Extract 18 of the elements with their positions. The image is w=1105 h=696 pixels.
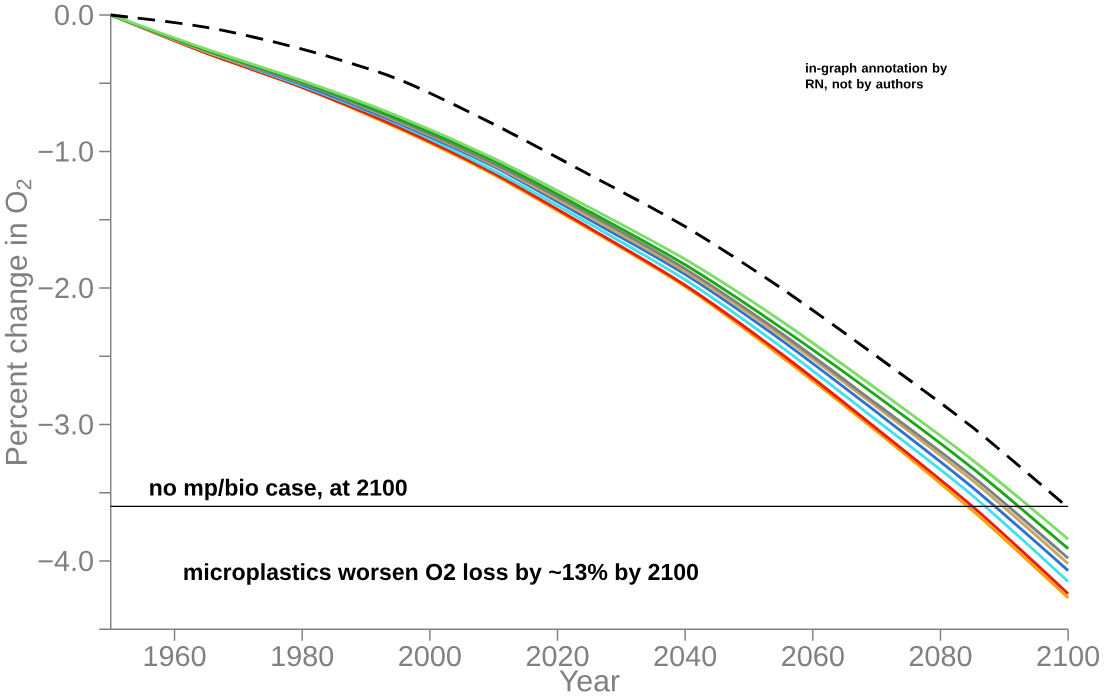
x-tick-label: 2060 xyxy=(782,645,844,667)
x-tick-label: 2040 xyxy=(654,645,717,667)
x-tick-label: 2080 xyxy=(909,645,972,667)
x-tick-label: 2000 xyxy=(399,645,461,667)
x-tick-label: 1980 xyxy=(272,645,334,667)
x-axis-title: Year xyxy=(559,670,620,692)
y-axis-title: Percent change in O$_{2}$ xyxy=(4,179,34,464)
x-tick-label: 1960 xyxy=(144,645,206,667)
x-tick-label: 2100 xyxy=(1037,645,1100,667)
x-tick-label: 2020 xyxy=(526,645,589,667)
y-tick-label: −2.0 xyxy=(38,277,93,299)
ref-line-label: no mp/bio case, at 2100 xyxy=(150,478,407,501)
y-tick-label: −3.0 xyxy=(38,414,93,435)
y-tick-label: 0.0 xyxy=(55,4,93,26)
y-tick-label: −1.0 xyxy=(38,141,93,162)
annotation: in-graph annotation by RN, not by authors xyxy=(806,62,948,91)
y-tick-label: −4.0 xyxy=(38,550,93,572)
annotation: microplastics worsen O2 loss by ~13% by 2100 xyxy=(184,563,698,585)
